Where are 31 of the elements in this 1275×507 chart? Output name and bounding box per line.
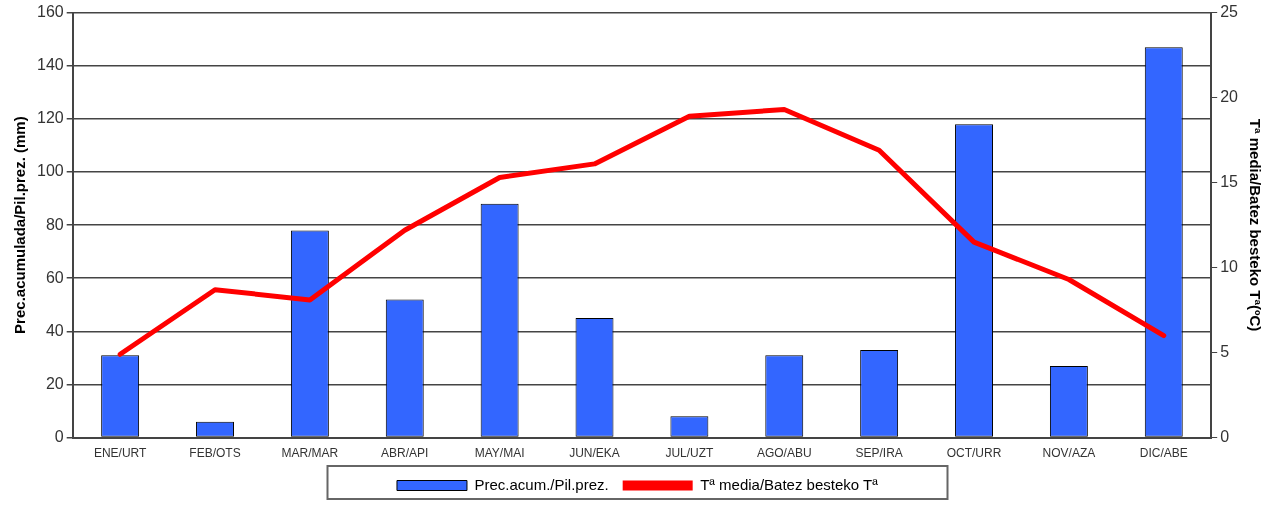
x-tick-label: NOV/AZA <box>1042 446 1096 461</box>
x-tick-label: DIC/ABE <box>1139 446 1188 461</box>
y-axis-title: Prec.acumulada/Pil.prez. (mm) <box>11 116 29 334</box>
x-tick-label: FEB/OTS <box>189 446 241 461</box>
y-tick-label: 120 <box>36 109 64 127</box>
y2-tick-label: 15 <box>1220 173 1239 191</box>
y2-axis-title: Tª media/Batez besteko Tª(ºC) <box>1246 118 1264 332</box>
x-tick-label: SEP/IRA <box>855 446 903 461</box>
y-tick-label: 40 <box>45 321 64 339</box>
x-tick-label: AGO/ABU <box>756 446 812 461</box>
x-tick-label: MAY/MAI <box>474 446 525 461</box>
y-tick-label: 100 <box>36 162 64 180</box>
y2-tick-label: 5 <box>1220 343 1230 361</box>
y-tick-label: 0 <box>54 428 64 446</box>
y-tick-label: 80 <box>45 215 64 233</box>
y2-tick-label: 20 <box>1220 88 1239 106</box>
legend-label: Prec.acum./Pil.prez. <box>474 475 609 493</box>
y-tick-label: 20 <box>45 374 64 392</box>
y-tick-label: 160 <box>36 3 64 21</box>
y2-tick-label: 10 <box>1220 258 1239 276</box>
x-tick-label: OCT/URR <box>946 446 1002 461</box>
x-tick-label: JUL/UZT <box>665 446 715 461</box>
x-tick-label: MAR/MAR <box>281 446 339 461</box>
x-tick-label: JUN/EKA <box>569 446 620 461</box>
y-tick-label: 140 <box>36 56 64 74</box>
y2-tick-label: 25 <box>1220 3 1239 21</box>
y2-tick-label: 0 <box>1220 428 1230 446</box>
legend-label: Tª media/Batez besteko Tª <box>700 475 879 493</box>
x-tick-label: ABR/API <box>381 446 429 461</box>
y-tick-label: 60 <box>45 268 64 286</box>
x-tick-label: ENE/URT <box>93 446 148 461</box>
